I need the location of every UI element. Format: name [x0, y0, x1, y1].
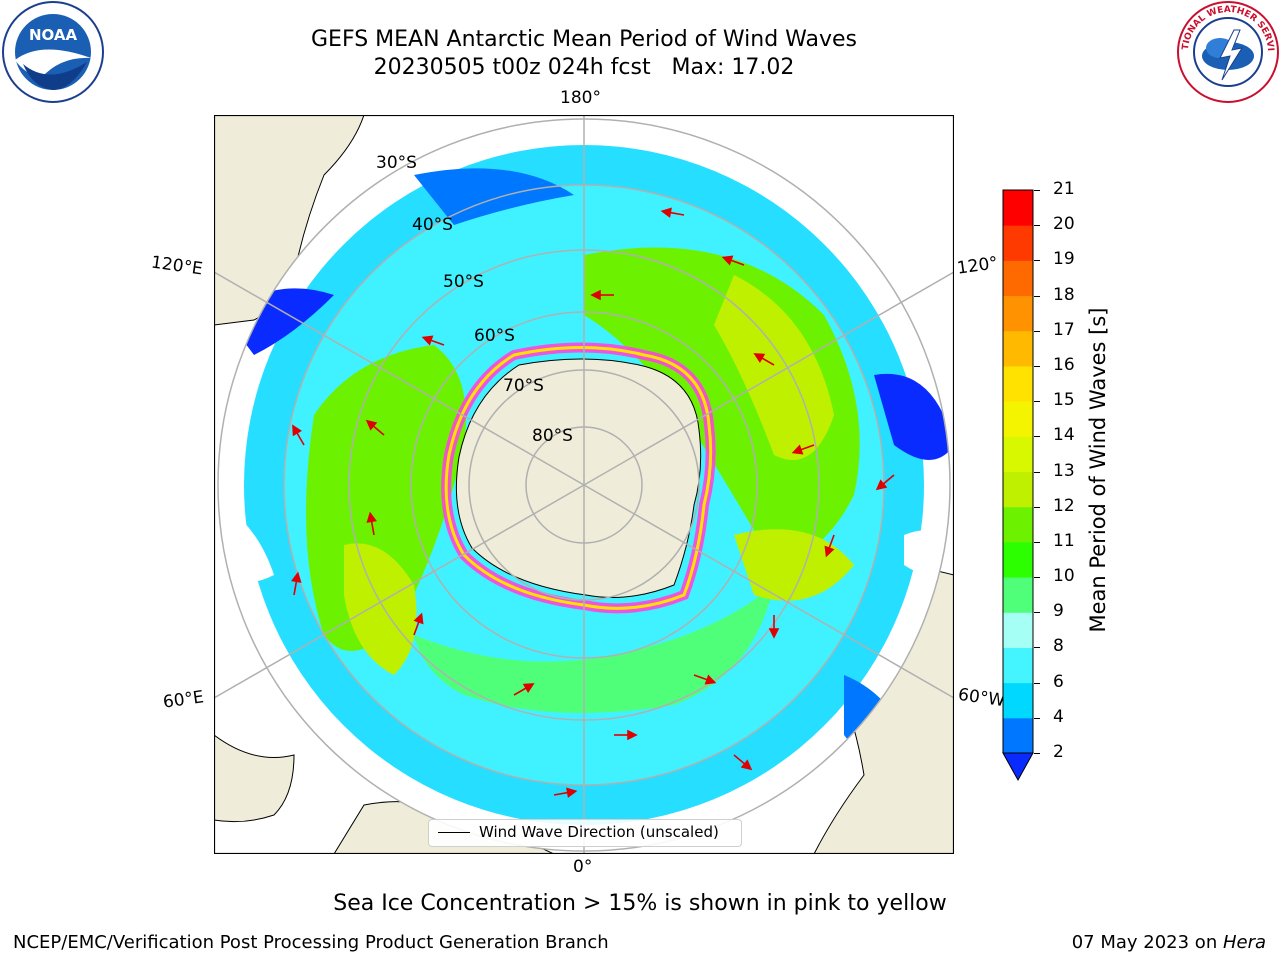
colorbar-tick-label: 6	[1053, 671, 1064, 692]
footer-date: 07 May 2023 on Hera	[1072, 932, 1266, 953]
legend-line-swatch	[438, 832, 470, 833]
colorbar-swatch	[1003, 295, 1033, 332]
lon-label-left-lower: 60°E	[161, 687, 206, 713]
footer-date-text: 07 May 2023 on	[1071, 932, 1223, 953]
colorbar-frame	[1002, 189, 1034, 754]
antarctica	[441, 342, 716, 614]
colorbar-tick-mark	[1034, 612, 1040, 614]
colorbar-tick-mark	[1034, 506, 1040, 508]
colorbar-tick-mark	[1034, 365, 1040, 367]
lat-label-80s: 80°S	[532, 426, 573, 446]
colorbar-tick-label: 18	[1053, 284, 1075, 305]
colorbar-swatch	[1003, 330, 1033, 367]
colorbar-tick-label: 8	[1053, 636, 1064, 657]
colorbar-tick-label: 17	[1053, 319, 1075, 340]
colorbar-tick-mark	[1034, 436, 1040, 438]
colorbar-tick-mark	[1034, 225, 1040, 227]
noaa-logo: NOAA	[1, 0, 105, 104]
wind-wave-arrows	[291, 207, 895, 798]
colorbar-swatch	[1003, 260, 1033, 297]
colorbar-swatch	[1003, 225, 1033, 261]
lat-label-40s: 40°S	[412, 215, 453, 235]
colorbar-tick-mark	[1034, 541, 1040, 543]
colorbar-tick-label: 16	[1053, 354, 1075, 375]
colorbar-tick-mark	[1034, 190, 1040, 191]
colorbar-swatch	[1003, 471, 1033, 508]
colorbar-swatch	[1003, 541, 1033, 578]
nws-logo: NATIONAL WEATHER SERVICE	[1172, 0, 1280, 104]
footer-machine: Hera	[1222, 932, 1266, 953]
colorbar-title: Mean Period of Wind Waves [s]	[1086, 307, 1110, 633]
colorbar-tick-label: 13	[1053, 460, 1075, 481]
lon-label-bottom: 0°	[573, 857, 593, 877]
colorbar-tick-label: 4	[1053, 706, 1064, 727]
colorbar-tick-mark	[1034, 401, 1040, 403]
colorbar-swatch	[1003, 647, 1033, 684]
colorbar-swatch	[1003, 577, 1033, 613]
colorbar-tick-label: 9	[1053, 601, 1064, 622]
colorbar-tick-label: 2	[1053, 742, 1064, 762]
polar-map: 30°S 40°S 50°S 60°S 70°S 80°S	[213, 114, 955, 855]
colorbar-swatch	[1003, 682, 1033, 719]
colorbar	[1002, 188, 1034, 783]
lat-label-70s: 70°S	[503, 376, 544, 396]
colorbar-tick-label: 19	[1053, 249, 1075, 270]
lon-label-left-upper: 120°E	[149, 252, 204, 280]
colorbar-swatch	[1003, 506, 1033, 543]
legend-label: Wind Wave Direction (unscaled)	[479, 823, 719, 841]
colorbar-swatch	[1003, 717, 1033, 754]
colorbar-tick-mark	[1034, 717, 1040, 719]
colorbar-swatch	[1003, 190, 1033, 226]
colorbar-swatch	[1003, 436, 1033, 472]
colorbar-tick-mark	[1034, 577, 1040, 579]
lat-label-50s: 50°S	[443, 272, 484, 292]
colorbar-tick-label: 15	[1053, 390, 1075, 411]
colorbar-swatch	[1003, 401, 1033, 437]
lat-label-30s: 30°S	[376, 153, 417, 173]
colorbar-tick-mark	[1034, 647, 1040, 649]
colorbar-extend-triangle	[1002, 752, 1034, 782]
colorbar-tick-mark	[1034, 471, 1040, 473]
lon-label-right-upper: 120°	[955, 253, 1000, 279]
chart-title: GEFS MEAN Antarctic Mean Period of Wind …	[311, 27, 857, 52]
colorbar-tick-label: 14	[1053, 425, 1075, 446]
map-legend: Wind Wave Direction (unscaled)	[428, 819, 742, 847]
lat-label-60s: 60°S	[474, 326, 515, 346]
colorbar-tick-label: 21	[1053, 179, 1075, 199]
lon-label-top: 180°	[560, 88, 601, 108]
colorbar-swatch	[1003, 612, 1033, 648]
colorbar-tick-mark	[1034, 260, 1040, 262]
colorbar-tick-mark	[1034, 682, 1040, 684]
chart-subtitle: 20230505 t00z 024h fcst Max: 17.02	[373, 55, 795, 80]
footer-credit: NCEP/EMC/Verification Post Processing Pr…	[13, 932, 609, 953]
colorbar-tick-label: 20	[1053, 214, 1075, 235]
latitude-labels: 30°S 40°S 50°S 60°S 70°S 80°S	[376, 153, 573, 446]
colorbar-tick-mark	[1034, 295, 1040, 297]
colorbar-swatch	[1003, 365, 1033, 402]
colorbar-tick-mark	[1034, 330, 1040, 332]
colorbar-tick-label: 11	[1053, 530, 1075, 551]
svg-text:NOAA: NOAA	[29, 26, 78, 44]
colorbar-tick-label: 12	[1053, 495, 1075, 516]
lon-label-right-lower: 60°W	[956, 684, 1007, 712]
sea-ice-note: Sea Ice Concentration > 15% is shown in …	[333, 891, 947, 916]
colorbar-tick-mark	[1034, 753, 1040, 754]
colorbar-tick-label: 10	[1053, 566, 1075, 587]
graticule	[214, 115, 954, 854]
